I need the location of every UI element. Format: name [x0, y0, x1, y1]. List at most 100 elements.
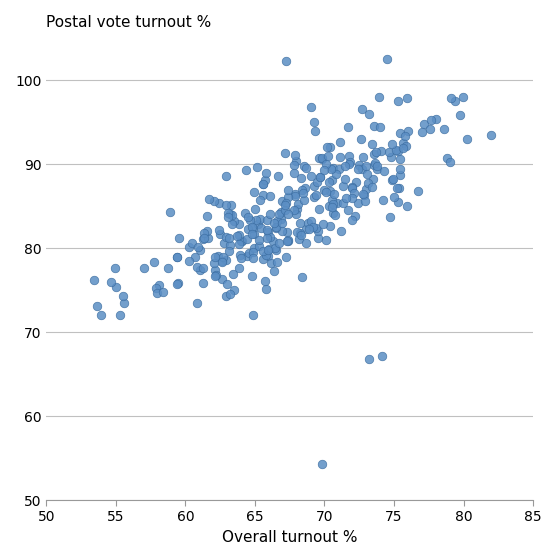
Point	[323, 143, 332, 152]
Point	[273, 171, 282, 180]
Point	[292, 205, 301, 214]
Point	[228, 270, 237, 279]
Point	[346, 157, 355, 166]
Point	[314, 205, 323, 214]
Point	[427, 116, 436, 125]
Point	[462, 135, 471, 144]
Point	[243, 225, 252, 234]
Point	[392, 146, 400, 155]
Point	[413, 187, 422, 196]
Point	[362, 184, 371, 193]
Point	[402, 142, 411, 151]
Point	[139, 263, 148, 272]
Point	[120, 299, 129, 308]
Point	[290, 169, 299, 178]
Point	[248, 223, 257, 232]
Point	[212, 270, 221, 279]
Point	[262, 216, 271, 225]
Point	[439, 124, 448, 133]
Point	[360, 190, 369, 199]
Point	[224, 209, 233, 218]
Point	[116, 311, 125, 320]
Point	[255, 214, 264, 223]
Point	[228, 220, 237, 228]
Point	[190, 253, 199, 262]
Point	[317, 154, 326, 163]
Point	[350, 212, 359, 221]
Point	[243, 213, 252, 222]
Point	[290, 161, 299, 170]
Point	[369, 175, 378, 184]
Point	[341, 194, 350, 203]
Point	[227, 211, 236, 220]
Point	[320, 165, 329, 174]
Point	[262, 234, 271, 243]
Point	[295, 235, 304, 244]
Point	[166, 207, 175, 216]
Point	[273, 216, 282, 225]
Point	[327, 175, 336, 184]
Point	[300, 183, 309, 192]
Point	[223, 212, 232, 221]
X-axis label: Overall turnout %: Overall turnout %	[222, 530, 358, 545]
Point	[335, 165, 344, 174]
Point	[192, 262, 201, 271]
Point	[354, 165, 363, 174]
Point	[272, 258, 281, 267]
Point	[404, 126, 413, 135]
Point	[254, 219, 263, 228]
Point	[282, 236, 291, 245]
Point	[210, 259, 219, 268]
Point	[299, 196, 308, 205]
Point	[359, 190, 368, 199]
Point	[219, 239, 228, 248]
Point	[349, 188, 358, 197]
Point	[348, 216, 356, 225]
Point	[222, 279, 231, 288]
Point	[344, 206, 353, 214]
Point	[310, 127, 319, 136]
Point	[269, 267, 278, 276]
Point	[324, 178, 333, 186]
Point	[204, 194, 213, 203]
Point	[315, 172, 324, 181]
Point	[372, 165, 381, 174]
Point	[432, 115, 441, 124]
Point	[311, 190, 320, 199]
Point	[226, 210, 234, 219]
Point	[90, 275, 99, 284]
Point	[211, 265, 220, 274]
Point	[446, 94, 455, 102]
Point	[203, 227, 212, 236]
Point	[344, 122, 353, 131]
Point	[173, 253, 182, 262]
Point	[252, 162, 261, 171]
Point	[281, 149, 290, 158]
Point	[242, 251, 251, 260]
Text: Postal vote turnout %: Postal vote turnout %	[46, 15, 212, 30]
Point	[262, 226, 271, 235]
Point	[395, 165, 404, 174]
Point	[229, 216, 238, 225]
Point	[338, 181, 347, 190]
Point	[199, 229, 208, 238]
Point	[369, 161, 378, 170]
Point	[313, 227, 322, 236]
Point	[319, 220, 328, 228]
Point	[374, 92, 383, 101]
Point	[234, 231, 243, 240]
Point	[107, 278, 116, 287]
Point	[240, 208, 249, 217]
Point	[311, 224, 320, 233]
Point	[383, 55, 392, 64]
Point	[310, 118, 319, 127]
Point	[348, 193, 357, 202]
Point	[237, 236, 246, 245]
Point	[199, 235, 208, 244]
Point	[221, 233, 230, 242]
Point	[282, 228, 291, 237]
Point	[317, 154, 326, 163]
Point	[388, 175, 397, 184]
Point	[249, 248, 258, 257]
Point	[209, 197, 218, 206]
